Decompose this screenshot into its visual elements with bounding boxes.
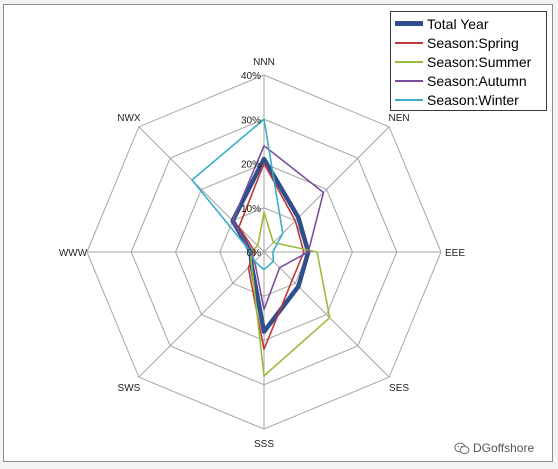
legend-swatch	[395, 60, 423, 63]
legend-item: Total Year	[395, 14, 542, 33]
legend: Total Year Season:Spring Season:Summer Seas…	[390, 11, 547, 111]
axis-label-sws: SWS	[118, 383, 141, 394]
legend-swatch	[395, 98, 423, 101]
axis-labels: NNN NEN EEE SES SSS SWS WWW NWX	[59, 57, 465, 450]
axis-label-www: WWW	[59, 248, 88, 259]
chart-frame: NNN NEN EEE SES SSS SWS WWW NWX 0% 10% 20% 30% 40% …	[3, 4, 553, 462]
watermark-text: DGoffshore	[473, 441, 535, 455]
axis-label-nnn: NNN	[253, 57, 275, 68]
legend-item: Season:Spring	[395, 33, 542, 52]
legend-swatch	[395, 41, 423, 44]
legend-item: Season:Winter	[395, 90, 542, 109]
grid-spoke	[138, 126, 265, 253]
watermark: DGoffshore	[454, 441, 534, 455]
tick-label: 40%	[241, 71, 261, 82]
wechat-icon	[454, 442, 470, 454]
radar-chart: NNN NEN EEE SES SSS SWS WWW NWX 0% 10% 20% 30% 40%	[59, 57, 465, 450]
grid-spoke	[263, 126, 390, 253]
axis-label-nen: NEN	[388, 113, 409, 124]
axis-label-sss: SSS	[254, 439, 274, 450]
tick-label: 10%	[241, 204, 261, 215]
legend-label: Season:Autumn	[427, 72, 527, 89]
legend-label: Season:Summer	[427, 53, 532, 70]
axis-label-eee: EEE	[445, 248, 465, 259]
axis-label-nwx: NWX	[117, 113, 141, 124]
legend-item: Season:Summer	[395, 52, 542, 71]
legend-label: Total Year	[427, 15, 489, 32]
grid-spoke	[263, 251, 390, 378]
tick-label: 30%	[241, 115, 261, 126]
legend-item: Season:Autumn	[395, 71, 542, 90]
grid-spoke	[138, 251, 265, 378]
axis-label-ses: SES	[389, 383, 409, 394]
tick-label: 0%	[247, 248, 262, 259]
series-layer	[191, 118, 331, 377]
legend-label: Season:Winter	[427, 91, 519, 108]
tick-labels: 0% 10% 20% 30% 40%	[241, 71, 261, 259]
series-line-season-autumn	[231, 145, 325, 311]
series-line-season-summer	[249, 211, 331, 377]
legend-swatch	[395, 21, 423, 26]
legend-swatch	[395, 79, 423, 82]
series-line-season-spring	[238, 162, 305, 351]
legend-label: Season:Spring	[427, 34, 519, 51]
series-line-season-winter	[191, 118, 284, 271]
tick-label: 20%	[241, 160, 261, 171]
